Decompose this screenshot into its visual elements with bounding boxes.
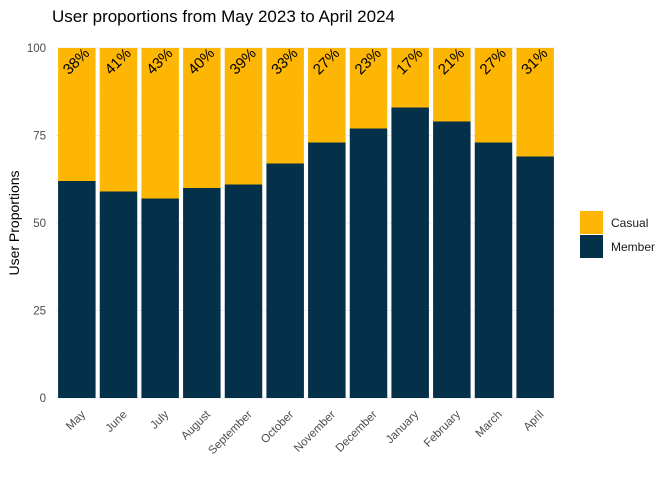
bar-member-june (99, 191, 138, 398)
bar-member-november (308, 142, 346, 398)
x-tick-label-june: June (104, 409, 130, 435)
y-tick-label: 100 (27, 43, 46, 55)
bar-casual-october (266, 48, 304, 164)
x-tick-label-october: October (259, 409, 297, 447)
legend-swatch-member (580, 235, 603, 258)
x-tick-label-august: August (179, 408, 213, 442)
bar-member-february (433, 121, 471, 398)
bar-member-october (266, 163, 304, 398)
legend: Casual Member (580, 211, 655, 258)
grid-lines (56, 47, 556, 399)
x-tick-label-november: November (292, 409, 338, 455)
bar-casual-july (141, 48, 179, 199)
bar-member-december (349, 128, 388, 398)
y-tick-label: 0 (40, 393, 46, 405)
y-axis-ticks: 0 25 50 75 100 (27, 43, 46, 405)
bar-casual-august (183, 48, 221, 188)
bar-member-may (58, 181, 96, 398)
bar-member-september (224, 184, 263, 398)
bar-casual-april (516, 48, 554, 157)
bar-casual-february (433, 48, 471, 122)
x-tick-label-july: July (148, 409, 171, 432)
bar-casual-may (58, 48, 96, 181)
bar-member-august (183, 188, 221, 398)
y-tick-label: 50 (33, 218, 46, 230)
y-tick-label: 75 (33, 131, 46, 143)
bar-member-april (516, 156, 554, 398)
bar-casual-june (99, 48, 138, 192)
bar-casual-march (474, 48, 513, 143)
bar-casual-january (391, 48, 429, 108)
bar-member-january (391, 107, 429, 398)
x-tick-label-march: March (474, 409, 505, 440)
bar-casual-september (224, 48, 263, 185)
bar-casual-december (349, 48, 388, 129)
x-tick-label-february: February (422, 409, 463, 450)
y-axis-title: User Proportions (6, 170, 22, 275)
bars (58, 48, 554, 398)
chart-title: User proportions from May 2023 to April … (52, 7, 395, 26)
bar-member-july (141, 198, 179, 398)
bar-casual-november (308, 48, 346, 143)
x-tick-label-december: December (334, 409, 380, 455)
legend-label-member: Member (611, 240, 655, 254)
x-tick-label-april: April (522, 409, 547, 434)
legend-swatch-casual (580, 211, 603, 234)
x-tick-label-september: September (206, 409, 254, 457)
y-tick-label: 25 (33, 306, 46, 318)
x-tick-label-january: January (384, 409, 422, 447)
legend-label-casual: Casual (611, 216, 648, 230)
bar-member-march (474, 142, 513, 398)
x-tick-label-may: May (64, 409, 88, 433)
